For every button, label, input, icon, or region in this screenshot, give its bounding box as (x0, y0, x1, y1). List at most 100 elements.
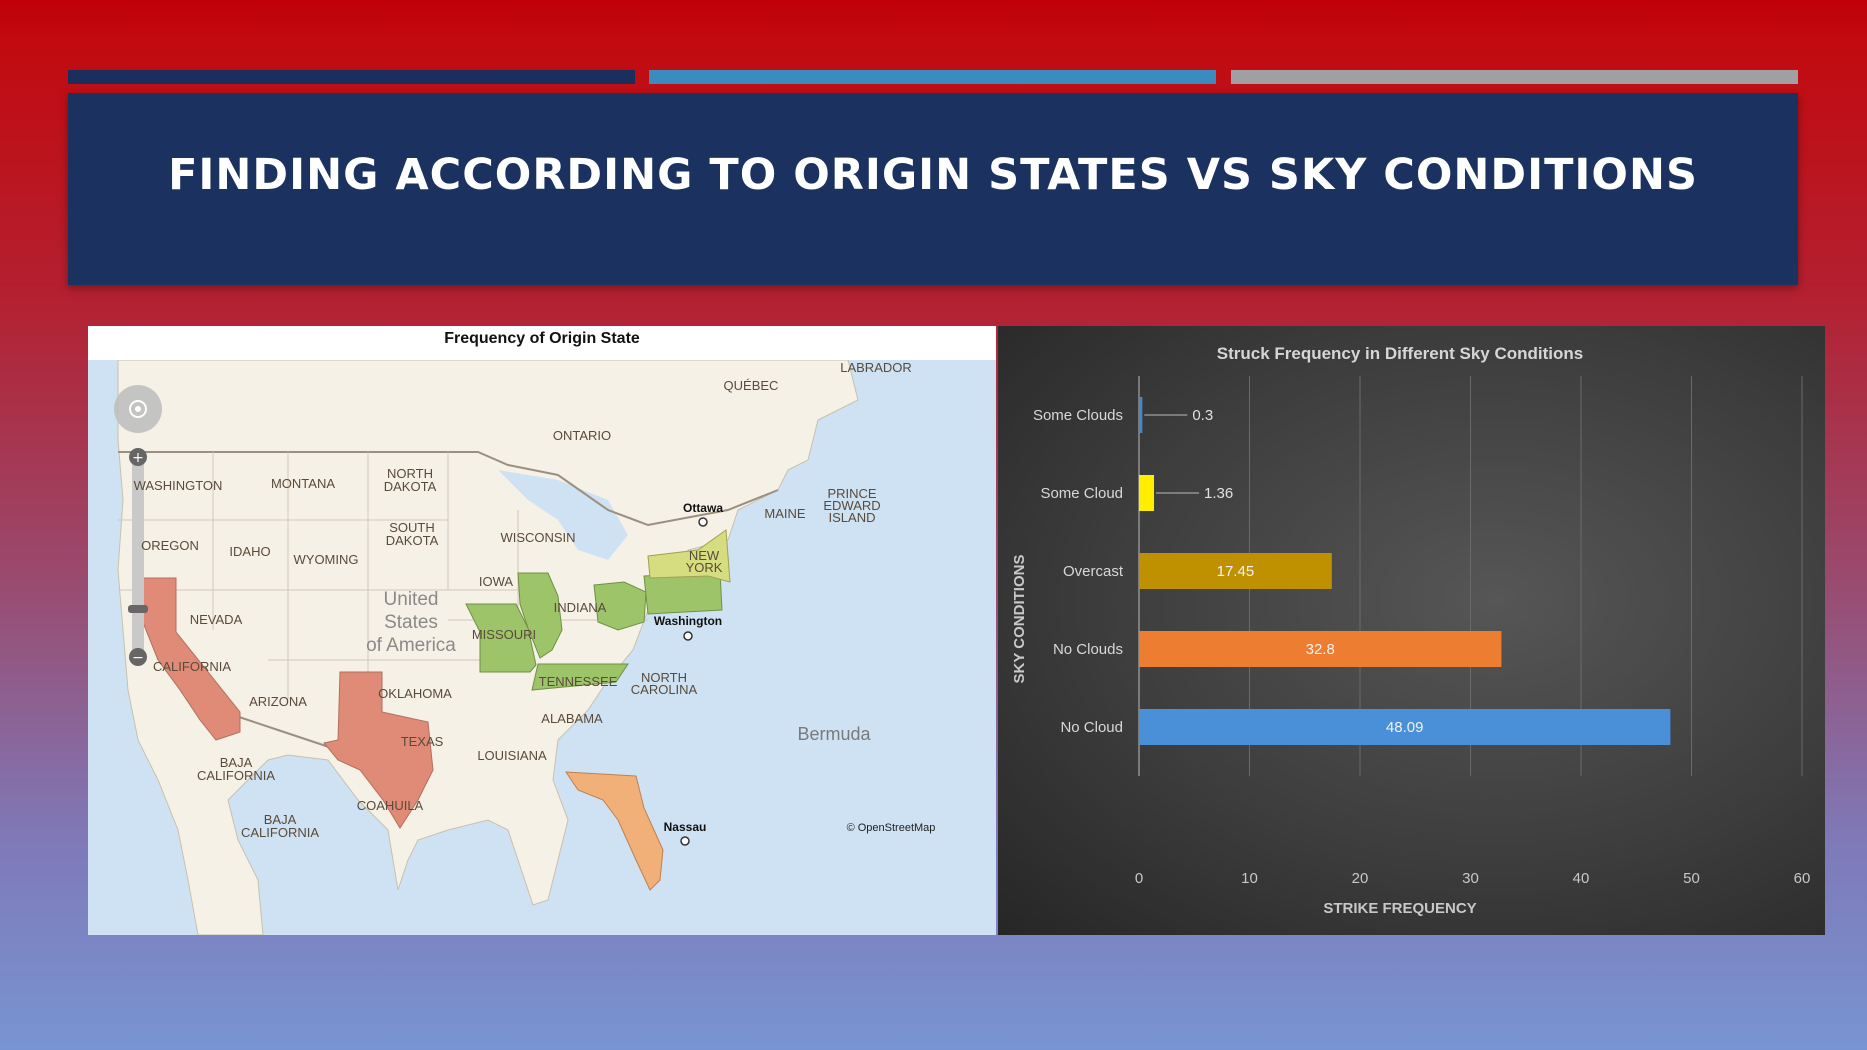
bar-chart: Struck Frequency in Different Sky Condit… (1011, 344, 1810, 917)
label-idaho: IDAHO (229, 544, 270, 559)
label-washington: WASHINGTON (134, 478, 223, 493)
state-california[interactable] (132, 577, 241, 741)
x-tick-label: 30 (1462, 870, 1479, 887)
accent-bar-dark (68, 70, 635, 84)
label-north-carolina-1: NORTH (641, 670, 687, 685)
state-ohio[interactable] (593, 581, 647, 631)
label-wisconsin: WISCONSIN (500, 530, 575, 545)
label-labrador: LABRADOR (840, 360, 912, 375)
data-label: 48.09 (1386, 719, 1424, 736)
x-axis-title: STRIKE FREQUENCY (1323, 900, 1476, 917)
chart-title: Struck Frequency in Different Sky Condit… (1217, 344, 1584, 363)
label-pei-3: ISLAND (829, 510, 876, 525)
label-wyoming: WYOMING (294, 552, 359, 567)
city-ottawa: Ottawa (683, 501, 723, 515)
x-tick-label: 40 (1573, 870, 1590, 887)
x-tick-label: 50 (1683, 870, 1700, 887)
label-alabama: ALABAMA (541, 711, 603, 726)
bar[interactable] (1139, 709, 1671, 745)
zoom-out-icon (129, 648, 147, 666)
label-baja-california-2: CALIFORNIA (197, 768, 275, 783)
accent-bar-blue (649, 70, 1216, 84)
label-pei-2: EDWARD (823, 498, 880, 513)
svg-text:−: − (132, 650, 144, 666)
city-marker-nassau (680, 836, 690, 846)
bar[interactable] (1139, 553, 1332, 589)
label-north-dakota-1: NORTH (387, 466, 433, 481)
label-new-york-2: YORK (686, 560, 723, 575)
label-baja-california-sur-1: BAJA (264, 812, 297, 827)
svg-text:+: + (132, 450, 144, 466)
map-panel: Frequency of Origin State (88, 326, 996, 935)
label-oregon: OREGON (141, 538, 199, 553)
y-tick-label: Overcast (1063, 563, 1124, 580)
label-coahuila: COAHUILA (357, 798, 424, 813)
country-label-3: of America (366, 635, 456, 656)
x-tick-label: 60 (1794, 870, 1811, 887)
y-axis-title: SKY CONDITIONS (1011, 555, 1028, 684)
great-lakes (498, 470, 628, 560)
country-label-2: States (384, 612, 438, 633)
label-quebec: QUÉBEC (724, 378, 779, 393)
bars (1139, 397, 1671, 745)
state-missouri[interactable] (465, 603, 537, 673)
border-line (118, 451, 779, 527)
map-title: Frequency of Origin State (444, 330, 640, 347)
label-arizona: ARIZONA (249, 694, 307, 709)
label-california: CALIFORNIA (153, 659, 231, 674)
bar[interactable] (1139, 397, 1143, 433)
label-bermuda: Bermuda (797, 724, 871, 744)
label-baja-california-sur-2: CALIFORNIA (241, 825, 319, 840)
label-montana: MONTANA (271, 476, 335, 491)
city-nassau: Nassau (664, 820, 707, 834)
x-tick-label: 20 (1352, 870, 1369, 887)
label-iowa: IOWA (479, 574, 514, 589)
label-north-carolina-2: CAROLINA (631, 682, 698, 697)
accent-bar-gray (1231, 70, 1798, 84)
x-tick-label: 0 (1135, 870, 1143, 887)
labels: 0 10 20 30 40 50 60 Some Clouds 0.3 Some Cloud 1.3… (1033, 407, 1810, 887)
title-banner: FINDING ACCORDING TO ORIGIN STATES VS SK… (68, 93, 1798, 285)
state-tennessee[interactable] (531, 663, 629, 691)
label-baja-california-1: BAJA (220, 755, 253, 770)
state-illinois[interactable] (517, 572, 563, 659)
bar[interactable] (1139, 631, 1502, 667)
label-new-york-1: NEW (689, 548, 720, 563)
bar[interactable] (1139, 475, 1155, 511)
label-oklahoma: OKLAHOMA (378, 686, 452, 701)
x-tick-label: 10 (1241, 870, 1258, 887)
label-indiana: INDIANA (554, 600, 607, 615)
label-maine: MAINE (764, 506, 806, 521)
y-tick-label: Some Cloud (1040, 485, 1123, 502)
data-label: 0.3 (1192, 407, 1213, 424)
state-new-york[interactable] (647, 529, 731, 583)
city-marker-washington (683, 631, 693, 641)
state-florida[interactable] (565, 771, 664, 891)
y-tick-label: No Clouds (1053, 641, 1123, 658)
y-tick-label: No Cloud (1060, 719, 1123, 736)
label-ontario: ONTARIO (553, 428, 611, 443)
map-attribution[interactable]: © OpenStreetMap (847, 822, 936, 834)
y-tick-label: Some Clouds (1033, 407, 1123, 424)
country-label-1: United (384, 589, 439, 610)
label-south-dakota-2: DAKOTA (386, 533, 439, 548)
state-borders (118, 452, 648, 700)
label-south-dakota-1: SOUTH (389, 520, 435, 535)
data-label: 1.36 (1204, 485, 1233, 502)
city-marker-ottawa (698, 517, 708, 527)
chart-panel: Struck Frequency in Different Sky Condit… (998, 326, 1825, 935)
slide-title: FINDING ACCORDING TO ORIGIN STATES VS SK… (168, 150, 1698, 200)
zoom-in-icon (129, 448, 147, 466)
label-louisiana: LOUISIANA (477, 748, 547, 763)
map-canvas[interactable]: + − WASHINGTON MONTANA NORTH DAKOTA SOUT… (88, 360, 996, 935)
label-missouri: MISSOURI (472, 627, 536, 642)
data-label: 32.8 (1306, 641, 1335, 658)
label-north-dakota-2: DAKOTA (384, 479, 437, 494)
data-label: 17.45 (1217, 563, 1255, 580)
label-nevada: NEVADA (190, 612, 243, 627)
map-navigation-control[interactable] (114, 385, 162, 433)
city-washington: Washington (654, 614, 722, 628)
label-tennessee: TENNESSEE (539, 674, 618, 689)
zoom-slider[interactable]: + − (128, 448, 148, 666)
state-texas[interactable] (323, 671, 434, 829)
